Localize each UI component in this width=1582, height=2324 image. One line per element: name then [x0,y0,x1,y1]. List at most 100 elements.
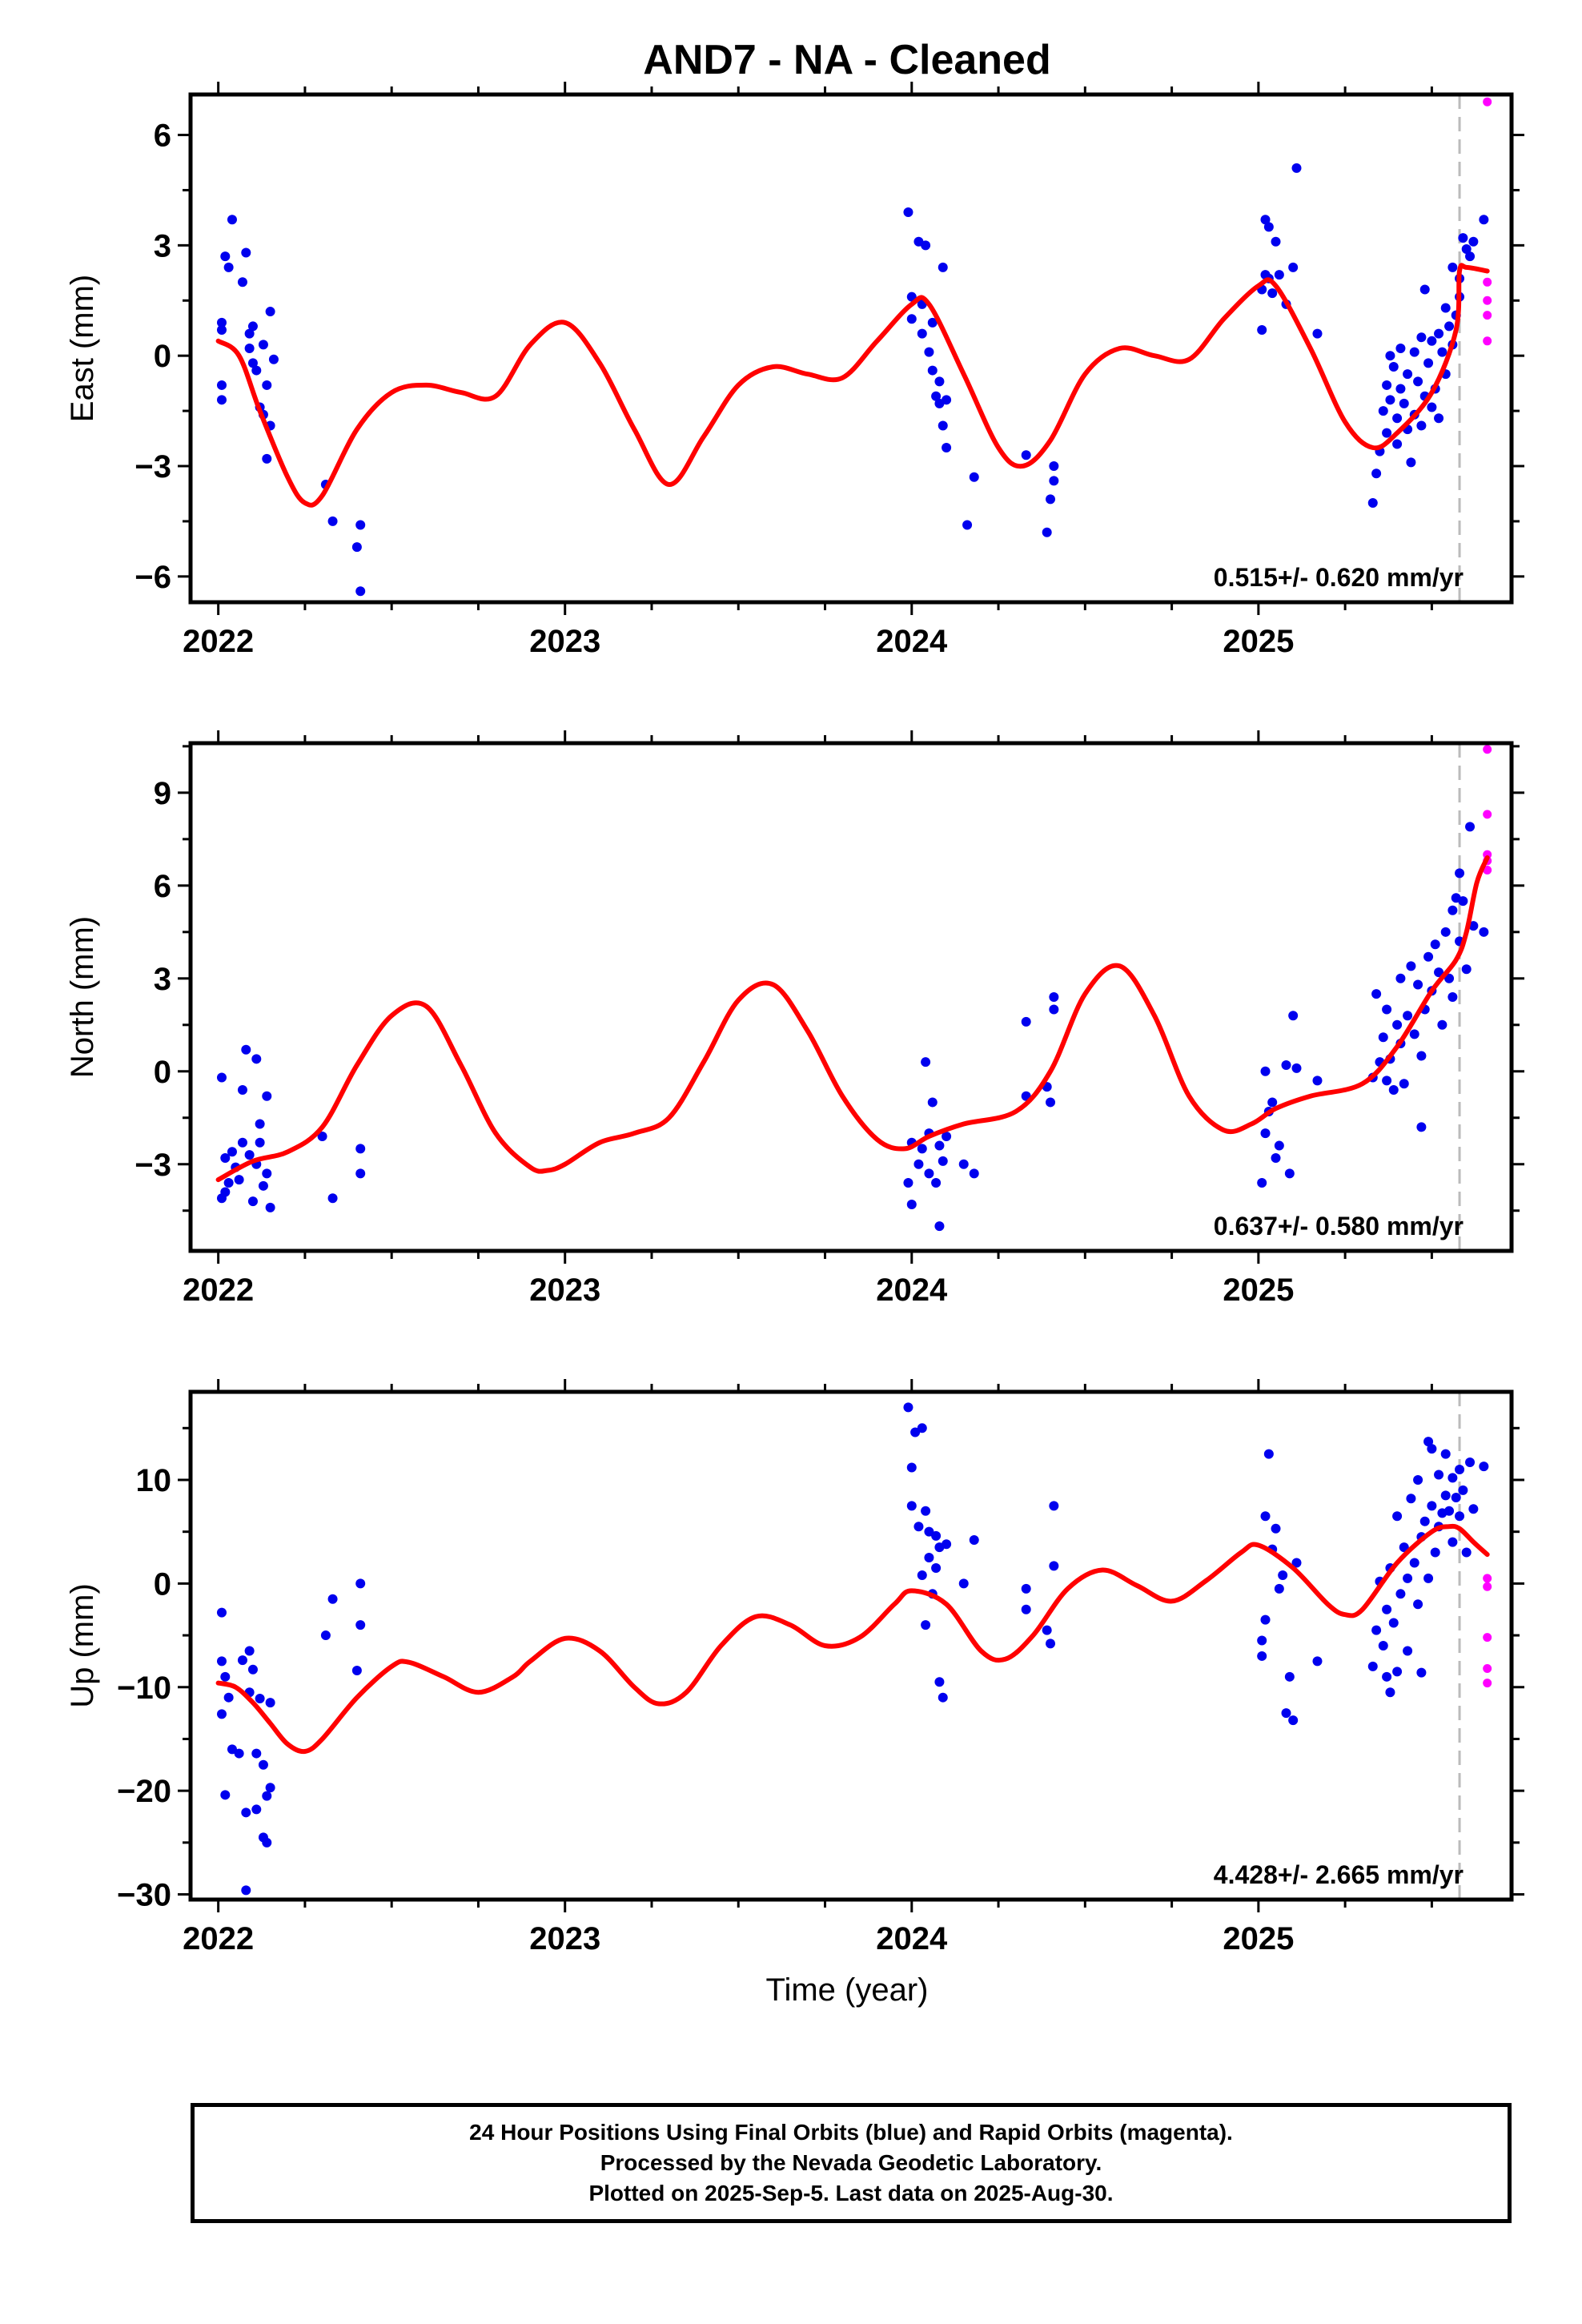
data-point-final [1312,328,1323,339]
y-tick-label: 3 [154,962,171,997]
data-point-final [355,1578,366,1589]
data-point-final [262,380,272,390]
x-tick-label: 2023 [529,1921,600,1956]
data-point-final [237,1084,247,1095]
data-point-final [1406,961,1416,971]
data-point-final [234,1175,244,1185]
data-point-final [216,317,227,328]
data-point-final [1378,406,1388,416]
y-axis-label: North (mm) [65,916,100,1078]
data-point-final [924,1553,934,1563]
data-point-rapid [1483,277,1492,287]
data-point-final [1288,1011,1299,1021]
y-tick-label: 0 [154,339,171,374]
data-point-final [1461,243,1472,254]
data-point-final [969,472,979,482]
data-point-final [942,1539,952,1550]
data-point-final [1260,1614,1271,1625]
data-point-final [1427,1501,1437,1511]
data-point-final [1416,332,1427,343]
data-point-final [216,1709,227,1719]
data-point-final [355,586,366,597]
y-tick-label: −6 [135,560,171,595]
data-point-final [1399,1079,1409,1089]
data-point-final [1021,1016,1031,1027]
data-point-final [227,1744,237,1755]
data-point-final [1413,1599,1423,1610]
data-point-final [1423,1437,1434,1447]
data-point-final [265,1783,275,1793]
data-point-final [1461,1547,1472,1558]
data-point-final [258,1759,268,1770]
data-point-final [251,1054,262,1064]
data-point-final [247,1664,258,1675]
data-point-final [265,1202,275,1212]
data-point-final [262,1168,272,1179]
data-point-final [1465,822,1476,832]
x-tick-label: 2024 [876,1273,948,1308]
data-point-final [1371,1625,1382,1635]
data-point-final [1444,321,1455,332]
data-point-final [241,1885,251,1896]
data-point-final [244,1150,255,1160]
data-point-final [969,1535,979,1546]
data-point-final [1444,973,1455,983]
data-point-final [1468,1504,1479,1514]
data-point-final [1392,439,1403,449]
data-point-final [917,1144,927,1154]
caption-line-1: 24 Hour Positions Using Final Orbits (bl… [469,2120,1233,2145]
y-tick-label: 9 [154,776,171,811]
data-point-final [913,1522,924,1532]
data-point-final [244,344,255,353]
data-point-final [327,516,338,526]
data-point-final [1440,303,1451,313]
data-point-final [262,1091,272,1101]
data-point-final [216,325,227,336]
data-point-final [1385,1687,1395,1698]
velocity-label: 0.515+/- 0.620 mm/yr [1214,563,1464,592]
data-point-final [351,1666,362,1676]
data-point-final [924,1526,934,1537]
data-point-final [234,1748,244,1759]
data-point-final [355,520,366,530]
data-point-final [921,1057,931,1068]
data-point-final [906,1200,917,1210]
data-point-final [1271,1153,1281,1164]
data-point-final [1468,236,1479,247]
data-point-final [1257,1651,1267,1661]
data-point-final [906,314,917,324]
data-point-final [247,321,258,332]
data-point-final [1447,1537,1458,1547]
data-point-final [1392,1667,1403,1677]
data-point-rapid [1483,1574,1492,1583]
data-point-final [1049,1004,1059,1015]
y-tick-label: −30 [117,1878,171,1913]
data-point-final [1447,1473,1458,1483]
data-point-final [1479,215,1489,225]
data-point-final [1423,951,1434,962]
data-point-final [1440,1490,1451,1501]
data-point-final [1395,1589,1406,1599]
data-point-final [1430,1547,1440,1558]
data-point-final [220,1671,231,1682]
data-point-final [917,328,927,339]
data-point-final [1423,1573,1434,1583]
data-point-final [262,1837,272,1848]
data-point-final [1416,420,1427,431]
data-point-final [220,1790,231,1800]
data-point-final [265,1698,275,1708]
data-point-final [244,1646,255,1656]
data-point-final [1458,1485,1468,1495]
data-point-final [1455,868,1465,879]
data-point-final [1263,222,1274,232]
data-point-final [913,1159,924,1169]
data-point-rapid [1483,866,1492,875]
y-tick-label: 6 [154,869,171,904]
data-point-final [931,1562,942,1573]
data-point-final [1392,413,1403,424]
data-point-final [241,247,251,258]
data-point-final [1409,1558,1419,1568]
data-point-final [1385,351,1395,361]
data-point-final [220,251,231,262]
